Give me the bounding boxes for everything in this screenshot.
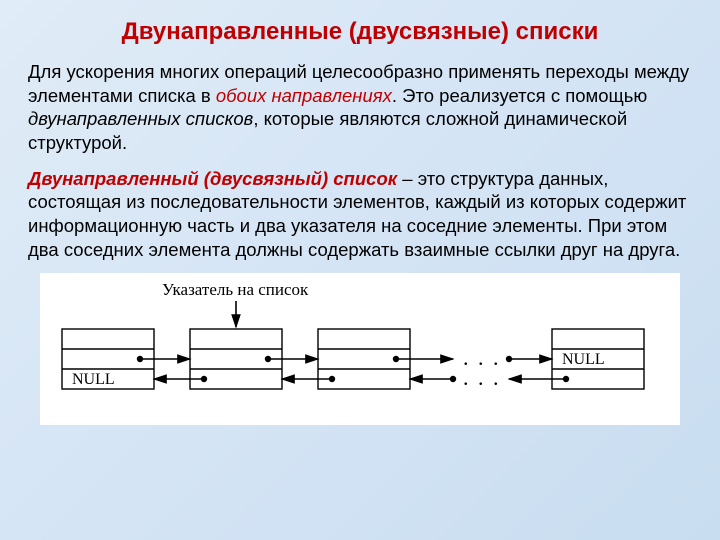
- p1-text-b: . Это реализуется с помощью: [392, 85, 647, 106]
- diagram-container: Указатель на список NULLNULL . . .. . .: [40, 273, 680, 425]
- ellipsis-bottom: . . .: [463, 365, 501, 390]
- paragraph-1: Для ускорения многих операций целесообра…: [28, 60, 692, 155]
- slide-root: Двунаправленные (двусвязные) списки Для …: [0, 0, 720, 435]
- paragraph-2: Двунаправленный (двусвязный) список – эт…: [28, 167, 692, 262]
- p2-term-definition: Двунаправленный (двусвязный) список: [28, 168, 397, 189]
- p1-term-dll: двунаправленных списков: [28, 108, 253, 129]
- dll-diagram: Указатель на список NULLNULL . . .. . .: [44, 279, 664, 419]
- pointer-label: Указатель на список: [162, 280, 309, 299]
- p1-term-directions: обоих направлениях: [216, 85, 392, 106]
- slide-title: Двунаправленные (двусвязные) списки: [28, 18, 692, 46]
- null-left: NULL: [72, 371, 115, 388]
- null-right: NULL: [562, 351, 605, 368]
